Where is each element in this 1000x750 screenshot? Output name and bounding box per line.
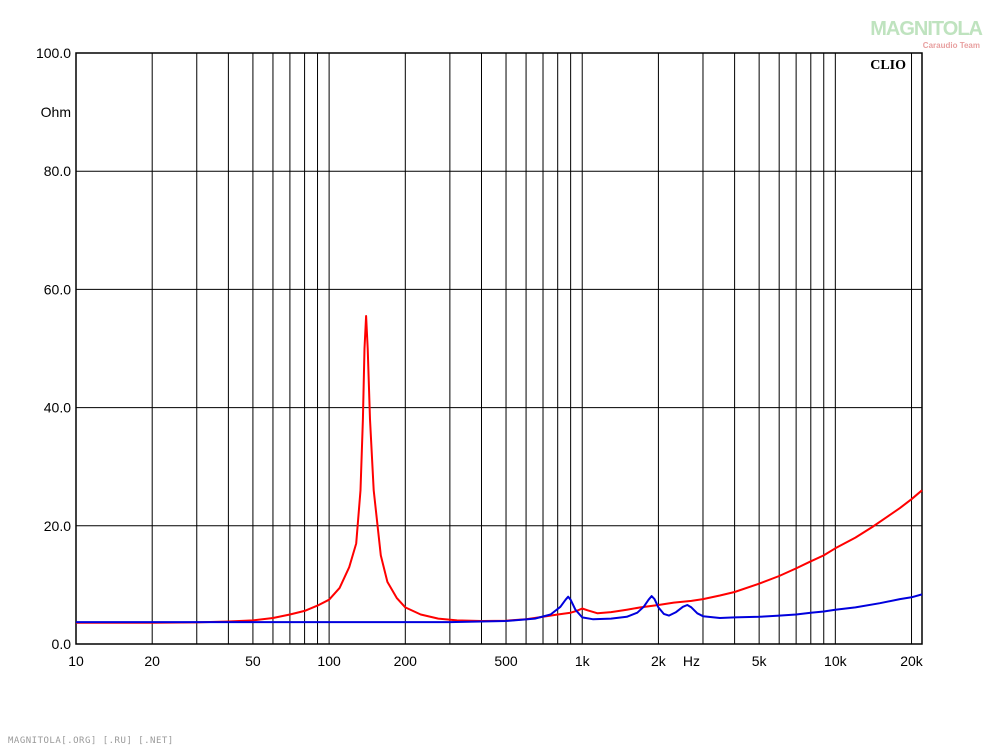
y-axis-unit-label: Ohm [41, 104, 71, 120]
y-tick-label: 60.0 [44, 281, 71, 297]
x-tick-label: 10 [68, 653, 84, 669]
x-tick-label: 200 [394, 653, 418, 669]
watermark-logo: MAGNITOLA [870, 18, 983, 40]
y-tick-label: 20.0 [44, 518, 71, 534]
x-tick-label: 1k [575, 653, 591, 669]
x-tick-label: 500 [494, 653, 518, 669]
x-tick-label: 2k [651, 653, 667, 669]
y-tick-label: 100.0 [36, 45, 71, 61]
clio-brand-label: CLIO [870, 58, 906, 73]
x-tick-label: 5k [752, 653, 768, 669]
x-tick-label: 100 [317, 653, 341, 669]
plot-frame [75, 52, 923, 645]
y-tick-label: 40.0 [44, 400, 71, 416]
x-tick-label: 10k [824, 653, 848, 669]
tick-labels: 0.0 20.0 40.0 60.0 80.0 100.0 10 20 50 100 200 500 1… [36, 45, 924, 669]
x-axis-unit-label: Hz [683, 653, 700, 669]
footer-text: MAGNITOLA[.ORG] [.RU] [.NET] [8, 736, 174, 746]
chart-grid [76, 53, 922, 644]
watermark-subtitle: Caraudio Team [922, 41, 980, 50]
x-tick-label: 20 [144, 653, 160, 669]
y-tick-label: 0.0 [52, 636, 72, 652]
x-tick-label: 20k [900, 653, 924, 669]
y-tick-label: 80.0 [44, 163, 71, 179]
x-tick-label: 50 [245, 653, 261, 669]
series-line-2 [76, 593, 923, 624]
series-line-1 [76, 315, 923, 624]
series-layer [76, 315, 923, 624]
